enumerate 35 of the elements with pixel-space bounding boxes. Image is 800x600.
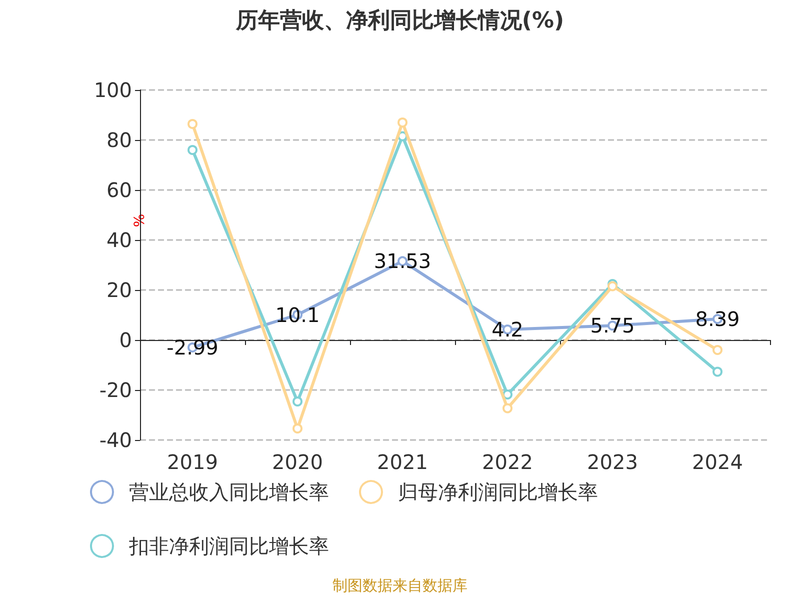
y-tick-label: 60 — [106, 178, 132, 202]
x-tick-label: 2023 — [587, 450, 638, 474]
point — [292, 396, 302, 406]
point — [292, 424, 302, 434]
point — [398, 118, 408, 128]
x-tick-label: 2021 — [377, 450, 428, 474]
y-tick-label: 100 — [94, 78, 132, 102]
data-label: 5.75 — [590, 314, 635, 338]
x-tick-label: 2024 — [692, 450, 743, 474]
point — [188, 119, 198, 129]
y-tick-label: 0 — [119, 328, 132, 352]
y-tick-label: -40 — [99, 428, 132, 452]
y-tick-label: 20 — [106, 278, 132, 302]
point — [608, 281, 618, 292]
y-tick-label: 40 — [106, 228, 132, 252]
data-label: -2.99 — [166, 335, 218, 360]
legend-label: 营业总收入同比增长率 — [129, 480, 329, 504]
legend-label: 扣非净利润同比增长率 — [128, 534, 329, 558]
text: 制图数据来自数据库 — [332, 576, 468, 594]
chart-title: 历年营收、净利同比增长情况(%) — [234, 8, 564, 34]
point — [502, 390, 512, 400]
legend-label: 归母净利润同比增长率 — [398, 480, 598, 504]
point — [712, 345, 722, 355]
data-label: 10.1 — [275, 302, 320, 327]
data-label: 31.53 — [374, 249, 432, 274]
x-tick-label: 2022 — [482, 450, 533, 474]
point — [502, 403, 512, 414]
data-label: 8.39 — [695, 307, 740, 332]
point — [712, 366, 722, 377]
y-tick-label: 80 — [106, 128, 132, 152]
point — [188, 145, 198, 155]
x-tick-label: 2019 — [167, 450, 218, 474]
y-tick-label: -20 — [99, 378, 132, 402]
data-label: 4.2 — [492, 318, 524, 342]
x-tick-label: 2020 — [272, 450, 323, 474]
